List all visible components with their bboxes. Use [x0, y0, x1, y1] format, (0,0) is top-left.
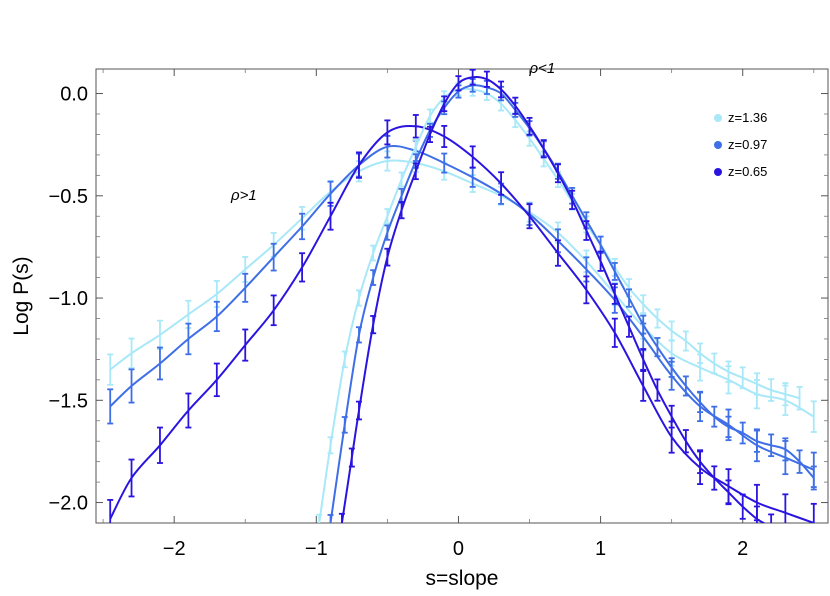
- series-line: [318, 87, 800, 523]
- legend-label: z=0.97: [728, 137, 767, 152]
- legend-marker: [714, 114, 722, 122]
- series-line: [109, 144, 815, 471]
- legend: z=1.36 z=0.97 z=0.65: [714, 110, 767, 179]
- legend-label: z=1.36: [728, 110, 767, 125]
- y-axis-ticks: 0.0 −0.5 −1.0 −1.5 −2.0: [49, 84, 828, 515]
- y-tick-label: −1.0: [49, 288, 88, 310]
- series-rho1-z136: [107, 150, 817, 433]
- series-line: [109, 125, 815, 523]
- annotation-label: ρ<1: [529, 60, 556, 77]
- series-rho1-z065: [338, 69, 775, 523]
- x-tick-label: 1: [595, 538, 606, 560]
- x-axis-title: s=slope: [426, 567, 499, 590]
- x-tick-label: 2: [737, 538, 748, 560]
- annotation-label: ρ>1: [230, 187, 257, 204]
- x-tick-label: −2: [163, 538, 186, 560]
- series-rho1-z097: [107, 134, 817, 488]
- y-tick-label: −1.5: [49, 390, 88, 412]
- legend-marker: [714, 141, 722, 149]
- series-line: [329, 84, 815, 523]
- y-tick-label: 0.0: [60, 84, 88, 106]
- x-tick-label: −1: [305, 538, 328, 560]
- plot-frame: [95, 68, 829, 524]
- series-line: [109, 159, 815, 418]
- annotations: ρ>1 ρ<1: [230, 60, 555, 204]
- series-line: [340, 75, 766, 523]
- x-tick-label: 0: [453, 538, 464, 560]
- y-axis-title: Log P(s): [10, 256, 33, 335]
- x-axis-ticks: −2 −1 0 1 2: [102, 69, 815, 560]
- legend-label: z=0.65: [728, 164, 767, 179]
- series-layer: [107, 69, 817, 523]
- legend-marker: [714, 168, 722, 176]
- y-tick-label: −2.0: [49, 493, 88, 515]
- y-tick-label: −0.5: [49, 186, 88, 208]
